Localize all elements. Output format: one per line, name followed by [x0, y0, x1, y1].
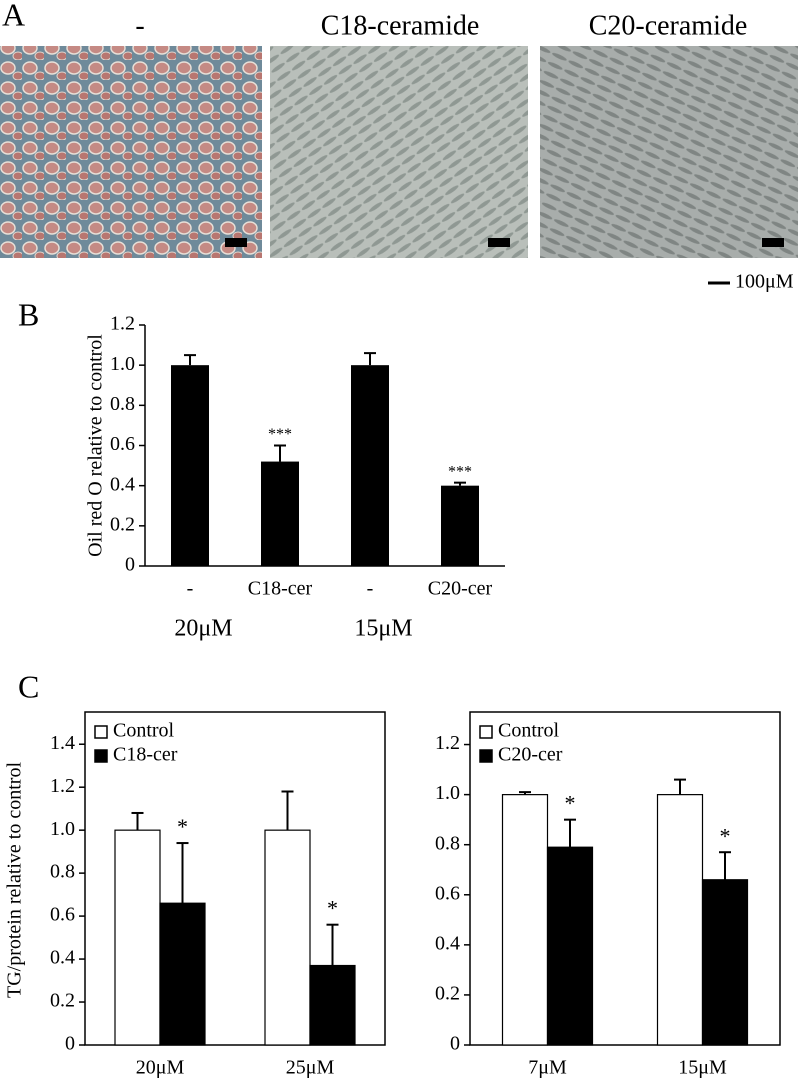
image-caption: - [135, 10, 144, 41]
y-axis-title: Oil red O relative to control [85, 334, 107, 557]
scale-bar [225, 238, 247, 247]
bar [546, 846, 594, 1046]
scale-bar [762, 238, 784, 247]
y-tick-label: 0.2 [110, 513, 135, 535]
y-tick-label: 0.6 [435, 882, 460, 904]
legend-swatch [479, 725, 493, 739]
bar [351, 365, 389, 566]
group-label: 15μM [354, 616, 412, 642]
y-tick-label: 0.8 [110, 393, 135, 415]
y-axis-title: TG/protein relative to control [4, 762, 26, 998]
significance: *** [448, 463, 472, 480]
legend-label: Control [113, 720, 175, 742]
bar [441, 485, 479, 566]
y-tick-label: 0.2 [435, 983, 460, 1005]
plot-frame [469, 711, 781, 1046]
x-tick-label: 7μM [528, 1057, 567, 1079]
significance: * [720, 823, 731, 848]
significance: * [565, 791, 576, 816]
significance: *** [268, 426, 292, 443]
legend-swatch [94, 725, 108, 739]
bar [159, 902, 206, 1046]
x-tick-label: 15μM [678, 1057, 727, 1079]
scale-label: 100μM [735, 271, 794, 293]
legend-label: Control [498, 720, 560, 742]
bar [656, 794, 704, 1046]
bar [171, 365, 209, 566]
significance: * [327, 896, 338, 921]
y-tick-label: 0.4 [50, 947, 75, 969]
legend-swatch [94, 749, 108, 763]
x-tick-label: 25μM [286, 1057, 335, 1079]
plot-frame [84, 711, 386, 1046]
y-tick-label: 1.0 [110, 353, 135, 375]
significance: * [177, 814, 188, 839]
y-tick-label: 1.2 [110, 313, 135, 335]
panel-label: A [2, 0, 25, 32]
bar [501, 794, 549, 1046]
x-tick-label: C18-cer [248, 578, 313, 600]
bar [114, 829, 161, 1046]
y-tick-label: 0.4 [110, 473, 135, 495]
y-tick-label: 0 [65, 1033, 75, 1055]
bar [309, 964, 356, 1046]
y-tick-label: 0 [450, 1033, 460, 1055]
y-tick-label: 0 [125, 554, 135, 576]
legend-label: C18-cer [113, 744, 178, 766]
y-tick-label: 0.2 [50, 990, 75, 1012]
y-tick-label: 0.6 [50, 904, 75, 926]
x-tick-label: - [367, 578, 374, 600]
group-label: 20μM [174, 616, 232, 642]
y-tick-label: 0.4 [435, 932, 460, 954]
image-caption: C18-ceramide [321, 10, 480, 41]
y-tick-label: 0.8 [435, 832, 460, 854]
bar [701, 879, 749, 1046]
caption-band [0, 0, 798, 46]
x-tick-label: - [187, 578, 194, 600]
y-tick-label: 0.6 [110, 433, 135, 455]
y-tick-label: 1.0 [50, 818, 75, 840]
x-tick-label: C20-cer [428, 578, 493, 600]
x-tick-label: 20μM [136, 1057, 185, 1079]
panel-label: B [18, 296, 39, 332]
legend-swatch [479, 749, 493, 763]
panel-label: C [18, 668, 39, 704]
y-tick-label: 1.4 [50, 732, 75, 754]
scale-bar [488, 238, 510, 247]
legend-label: C20-cer [498, 744, 563, 766]
y-tick-label: 1.2 [435, 732, 460, 754]
y-tick-label: 1.2 [50, 775, 75, 797]
y-tick-label: 0.8 [50, 861, 75, 883]
bar [261, 461, 299, 566]
bar [264, 829, 311, 1046]
image-caption: C20-ceramide [589, 10, 748, 41]
y-tick-label: 1.0 [435, 782, 460, 804]
